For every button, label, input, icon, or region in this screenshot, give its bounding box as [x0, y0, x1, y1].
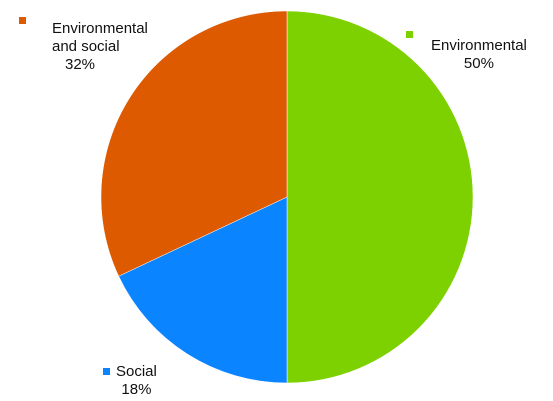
slice-name-environmental-and-social-line2: and social [52, 38, 148, 56]
slice-label-environmental: Environmental 50% [431, 37, 527, 73]
slice-percent-environmental-and-social: 32% [52, 56, 148, 74]
slice-percent-social: 18% [116, 381, 157, 399]
legend-swatch-environmental [406, 31, 413, 38]
slice-percent-environmental: 50% [431, 55, 527, 73]
slice-label-environmental-and-social: Environmental and social 32% [52, 20, 148, 74]
slice-name-social: Social [116, 363, 157, 381]
legend-swatch-social [103, 368, 110, 375]
slice-name-environmental-and-social-line1: Environmental [52, 20, 148, 38]
slice-label-social: Social 18% [116, 363, 157, 399]
pie-slices [101, 11, 473, 383]
legend-swatch-environmental-and-social [19, 17, 26, 24]
slice-name-environmental: Environmental [431, 37, 527, 55]
